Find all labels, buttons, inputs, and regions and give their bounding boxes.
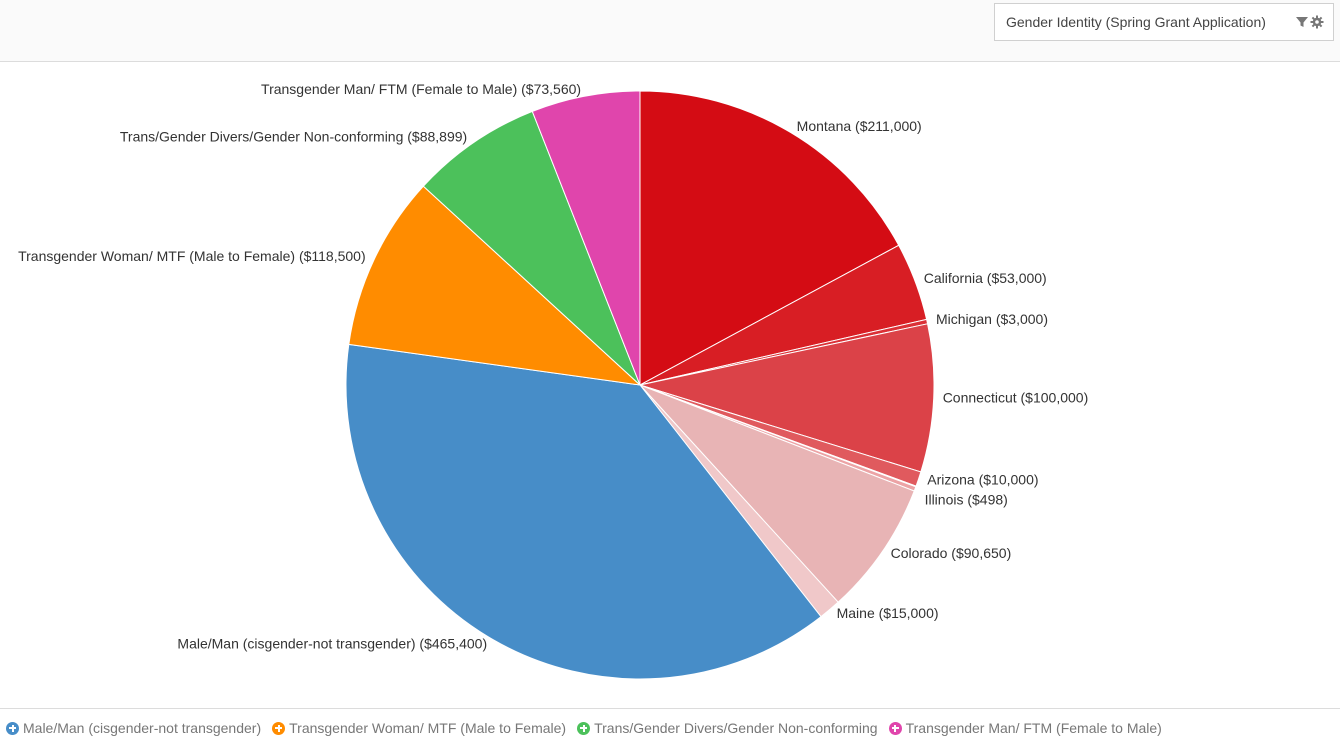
legend: Male/Man (cisgender-not transgender) Tra… (0, 708, 1340, 747)
slice-label-colorado: Colorado ($90,650) (891, 545, 1012, 561)
slice-label-male-man-cisgender-not-transgender: Male/Man (cisgender-not transgender) ($4… (177, 636, 487, 652)
slice-label-illinois: Illinois ($498) (925, 492, 1008, 508)
slice-label-michigan: Michigan ($3,000) (936, 311, 1048, 327)
pie-slice-colorado[interactable] (639, 384, 915, 603)
plus-circle-icon (888, 721, 902, 735)
slice-label-trans-gender-divers-gender-non-conforming: Trans/Gender Divers/Gender Non-conformin… (120, 128, 467, 144)
dimension-selector-label: Gender Identity (Spring Grant Applicatio… (1006, 14, 1266, 30)
slice-label-connecticut: Connecticut ($100,000) (943, 389, 1089, 405)
top-bar: Gender Identity (Spring Grant Applicatio… (0, 0, 1340, 62)
legend-label: Trans/Gender Divers/Gender Non-conformin… (594, 720, 878, 736)
pie-slice-transgender-man-ftm-female-to-male[interactable] (531, 90, 641, 386)
slice-label-transgender-man-ftm-female-to-male: Transgender Man/ FTM (Female to Male) ($… (261, 81, 581, 97)
slice-label-montana: Montana ($211,000) (797, 118, 922, 134)
slice-label-california: California ($53,000) (924, 270, 1047, 286)
pie-slice-connecticut[interactable] (638, 323, 935, 473)
legend-item-transgender-man[interactable]: Transgender Man/ FTM (Female to Male) (888, 720, 1162, 736)
plus-circle-icon (272, 721, 286, 735)
slice-label-maine: Maine ($15,000) (837, 605, 939, 621)
legend-item-gender-nonconforming[interactable]: Trans/Gender Divers/Gender Non-conformin… (577, 720, 878, 736)
pie-slice-trans-gender-divers-gender-non-conforming[interactable] (422, 110, 641, 386)
slice-label-transgender-woman-mtf-male-to-female: Transgender Woman/ MTF (Male to Female) … (18, 248, 366, 264)
pie-chart: Montana ($211,000) California ($53,000) Mi… (18, 81, 1089, 680)
legend-label: Transgender Woman/ MTF (Male to Female) (289, 720, 567, 736)
plus-circle-icon (577, 721, 591, 735)
plus-circle-icon (6, 721, 19, 735)
slice-label-arizona: Arizona ($10,000) (927, 472, 1038, 488)
dimension-selector[interactable]: Gender Identity (Spring Grant Applicatio… (994, 3, 1334, 41)
gear-icon[interactable] (1310, 15, 1324, 29)
pie-slice-transgender-woman-mtf-male-to-female[interactable] (348, 185, 642, 386)
legend-item-transgender-woman[interactable]: Transgender Woman/ MTF (Male to Female) (272, 720, 566, 736)
pie-slice-montana[interactable] (639, 90, 900, 386)
pie-slice-male-man-cisgender-not-transgender[interactable] (345, 343, 822, 680)
legend-label: Transgender Man/ FTM (Female to Male) (905, 720, 1162, 736)
legend-item-male[interactable]: Male/Man (cisgender-not transgender) (6, 720, 261, 736)
legend-label: Male/Man (cisgender-not transgender) (23, 720, 262, 736)
filter-icon[interactable] (1295, 15, 1309, 29)
